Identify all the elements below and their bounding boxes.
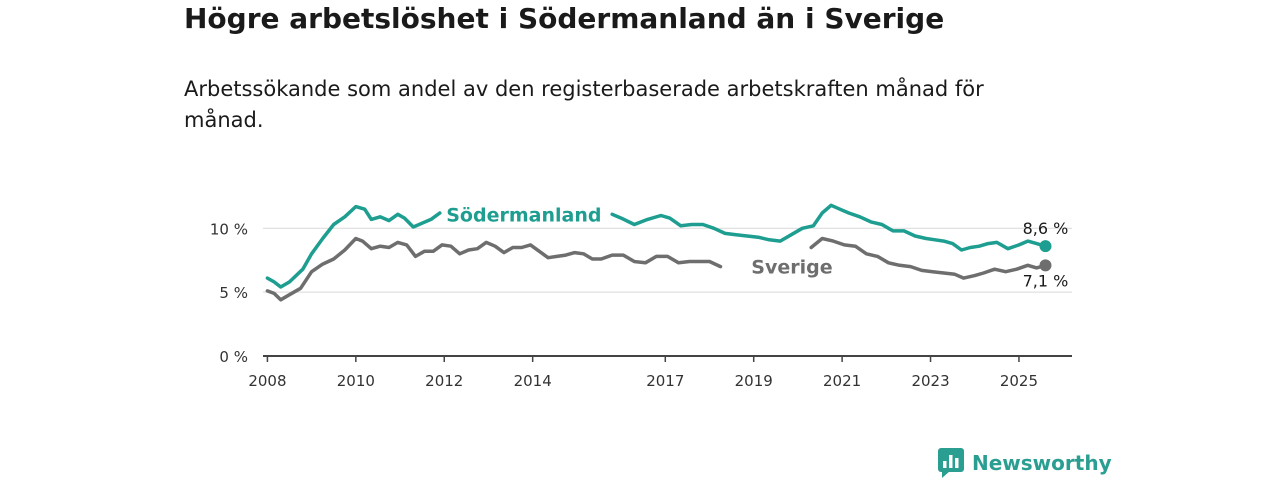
x-tick-label: 2019 [735, 372, 773, 390]
x-tick-label: 2023 [911, 372, 949, 390]
x-tick-label: 2008 [248, 372, 286, 390]
x-axis: 2008 2010 2012 2014 2017 2019 2021 2023 2025 [248, 355, 1072, 390]
chart-labels: 8,6 % 7,1 % Södermanland Sverige [446, 204, 1068, 290]
end-value-label: 8,6 % [1023, 219, 1069, 238]
brand: Newsworthy [938, 448, 1112, 478]
end-value-label: 7,1 % [1023, 271, 1069, 290]
grid-lines [263, 227, 1072, 293]
series-line-södermanland [610, 203, 1048, 252]
newsworthy-logo-icon [938, 448, 964, 478]
x-tick-label: 2025 [1000, 372, 1038, 390]
series-line-sverige [265, 236, 723, 302]
series-endpoint-sverige [1039, 259, 1052, 272]
x-tick-label: 2014 [514, 372, 552, 390]
x-tick-label: 2010 [337, 372, 375, 390]
page-title: Högre arbetslöshet i Södermanland än i S… [184, 2, 945, 35]
x-tick-label: 2017 [646, 372, 684, 390]
series-line-sverige [809, 236, 1048, 280]
x-tick-label: 2021 [823, 372, 861, 390]
y-tick-label: 5 % [219, 284, 248, 302]
series-label: Södermanland [446, 204, 601, 226]
series-line-södermanland [265, 204, 442, 289]
y-axis-ticks: 0 % 5 % 10 % [210, 220, 248, 366]
brand-name: Newsworthy [972, 451, 1112, 475]
y-tick-label: 0 % [219, 348, 248, 366]
series-endpoint-södermanland [1039, 240, 1052, 253]
series-lines [265, 203, 1052, 302]
series-label: Sverige [751, 257, 832, 279]
x-tick-label: 2012 [425, 372, 463, 390]
y-tick-label: 10 % [210, 220, 248, 238]
page-subtitle: Arbetssökande som andel av den registerb… [184, 77, 984, 132]
